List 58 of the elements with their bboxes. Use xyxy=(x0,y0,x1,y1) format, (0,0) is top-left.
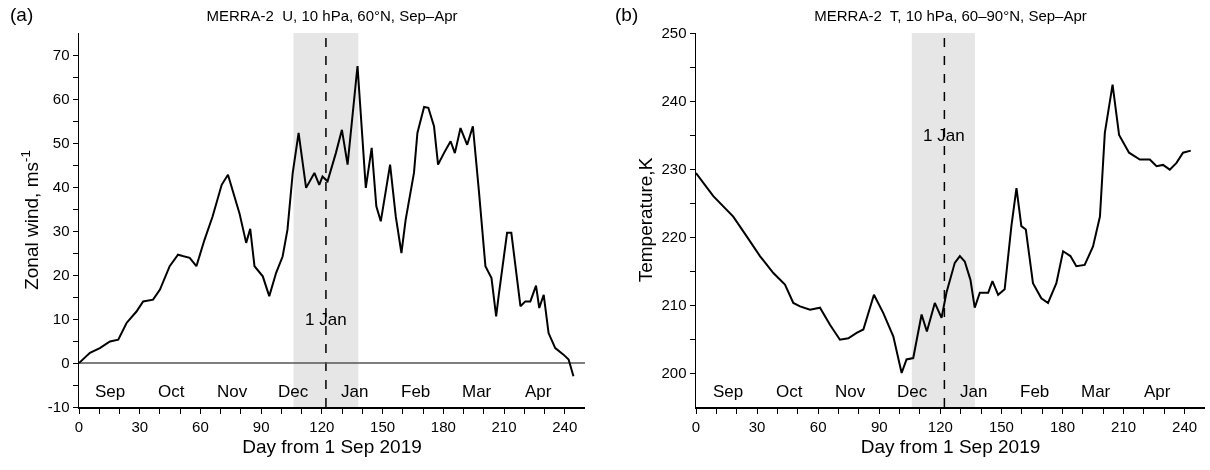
y-tick-label: 240 xyxy=(661,92,687,110)
x-tick-label: 120 xyxy=(309,417,335,435)
x-tick-label: 60 xyxy=(192,417,209,435)
annotation: Nov xyxy=(835,382,866,401)
x-tick-label: 30 xyxy=(131,417,149,435)
x-tick-label: 30 xyxy=(748,417,766,435)
x-tick-label: 150 xyxy=(370,417,396,435)
annotation: Oct xyxy=(776,382,803,401)
x-tick-label: 210 xyxy=(491,417,517,435)
x-tick-label: 240 xyxy=(1172,417,1198,435)
annotation: Dec xyxy=(897,382,928,401)
y-tick-label: 0 xyxy=(61,354,70,372)
annotation: 1 Jan xyxy=(923,126,965,145)
chart-title: MERRA-2 T, 10 hPa, 60–90°N, Sep–Apr xyxy=(814,7,1087,25)
y-tick-label: 30 xyxy=(52,222,70,240)
y-tick-label: 250 xyxy=(661,24,687,42)
text: (b) xyxy=(615,4,639,25)
x-tick-label: 60 xyxy=(809,417,827,435)
annotation: Mar xyxy=(1081,382,1111,401)
y-tick-label: 210 xyxy=(661,296,687,314)
annotation: Sep xyxy=(95,382,126,401)
y-tick-label: 20 xyxy=(52,266,70,284)
annotation: Apr xyxy=(525,382,552,401)
y-tick-label: 220 xyxy=(661,228,687,246)
annotation: Oct xyxy=(158,382,185,401)
annotation: Jan xyxy=(341,382,369,401)
x-tick-label: 240 xyxy=(552,417,578,435)
x-tick-label: 180 xyxy=(430,417,456,435)
y-tick-label: 230 xyxy=(661,160,687,178)
x-tick-label: 90 xyxy=(870,417,888,435)
x-tick-label: 0 xyxy=(74,417,84,435)
x-tick-label: 0 xyxy=(691,417,701,435)
chart-title: MERRA-2 U, 10 hPa, 60°N, Sep–Apr xyxy=(206,7,458,25)
annotation: Sep xyxy=(713,382,744,401)
x-tick-label: 90 xyxy=(252,417,270,435)
y-tick-label: 70 xyxy=(52,46,70,64)
annotation: Feb xyxy=(1020,382,1050,401)
y-tick-label: 40 xyxy=(52,178,70,196)
y-tick-label: 60 xyxy=(52,90,70,108)
text: (a) xyxy=(10,4,34,25)
annotation: 1 Jan xyxy=(305,310,347,329)
annotation: Apr xyxy=(1144,382,1171,401)
annotation: Jan xyxy=(960,382,988,401)
annotation: Feb xyxy=(401,382,431,401)
x-axis-title: Day from 1 Sep 2019 xyxy=(242,436,422,458)
y-tick-label: 10 xyxy=(52,310,70,328)
annotation: Nov xyxy=(217,382,248,401)
x-tick-label: 180 xyxy=(1049,417,1075,435)
x-tick-label: 120 xyxy=(927,417,953,435)
y-tick-label: 200 xyxy=(661,364,687,382)
y-tick-label: 50 xyxy=(52,134,70,152)
y-tick-label: -10 xyxy=(47,398,70,416)
x-tick-label: 210 xyxy=(1111,417,1137,435)
y-axis-title: Temperature,K xyxy=(634,157,656,283)
x-tick-label: 150 xyxy=(988,417,1014,435)
annotation: Mar xyxy=(462,382,492,401)
annotation: Dec xyxy=(278,382,309,401)
x-axis-title: Day from 1 Sep 2019 xyxy=(860,436,1041,458)
